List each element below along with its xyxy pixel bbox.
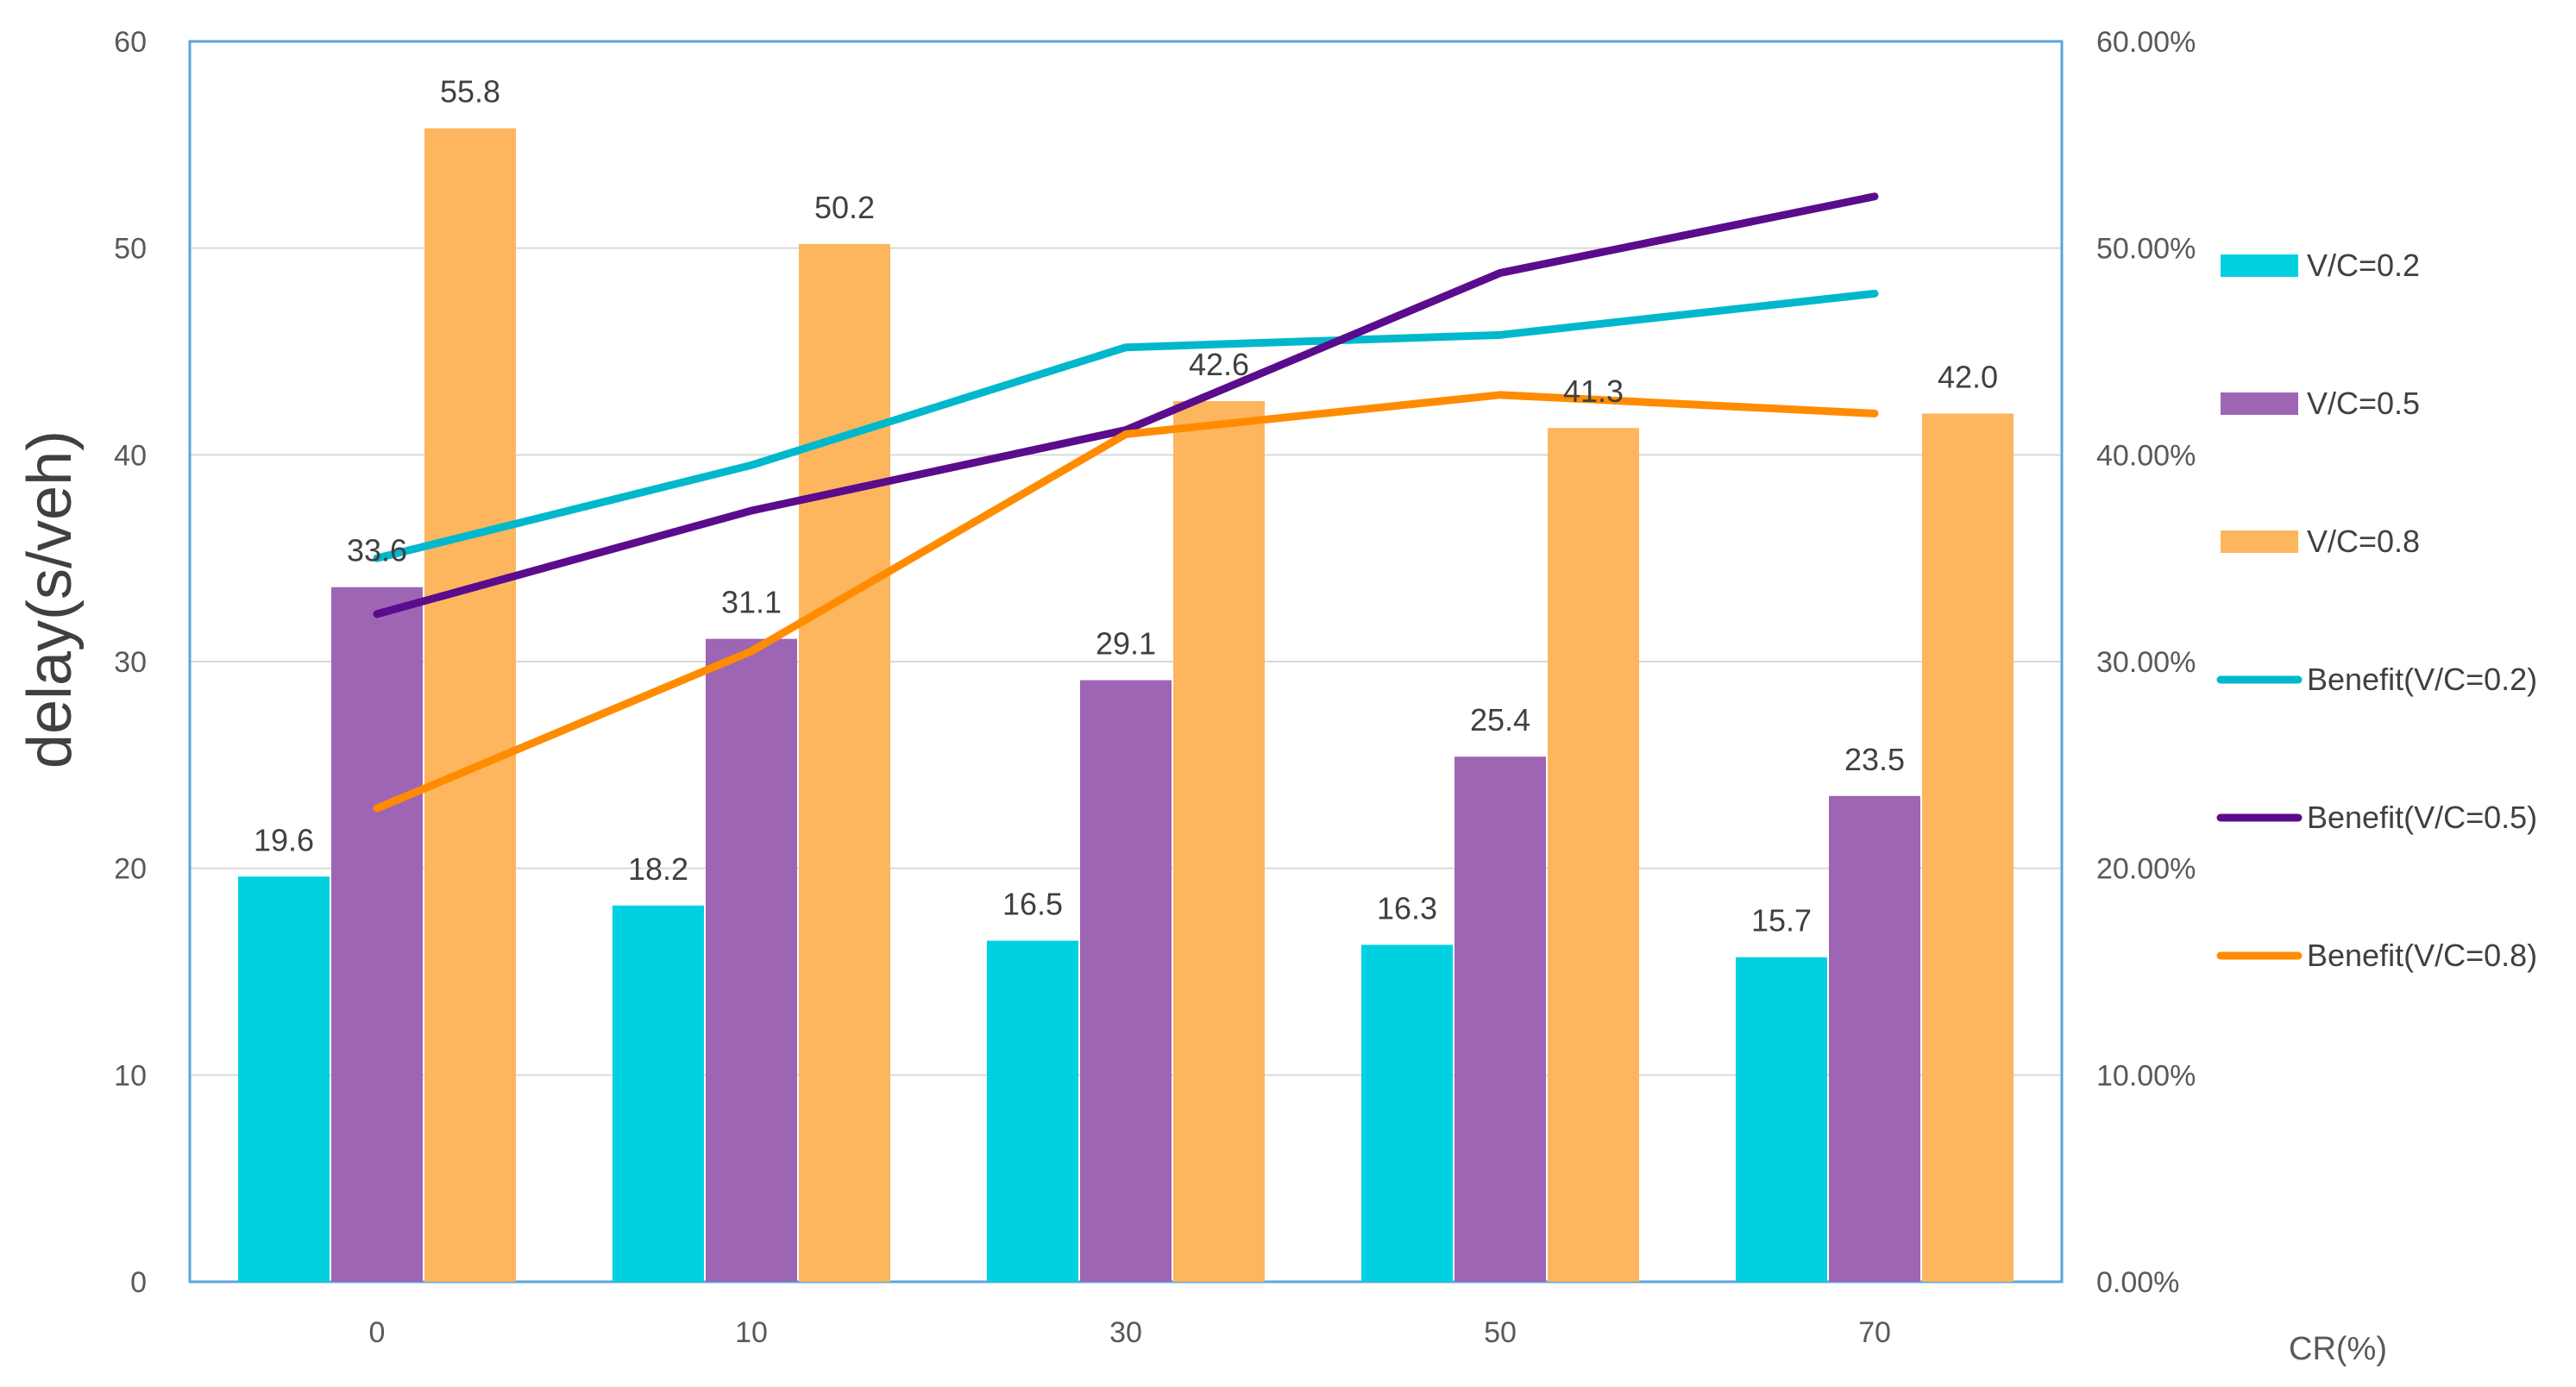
bar: [1080, 680, 1172, 1282]
legend-swatch: [2221, 392, 2298, 415]
bar: [1922, 413, 2014, 1282]
bar-data-label: 16.3: [1377, 890, 1437, 926]
x-tick-label: 50: [1484, 1316, 1517, 1349]
y-tick-label: 30: [114, 646, 147, 679]
legend-label: V/C=0.2: [2307, 248, 2420, 283]
bar-data-label: 15.7: [1751, 903, 1812, 938]
bar: [1829, 795, 1920, 1282]
bar-data-label: 50.2: [814, 190, 875, 225]
bar: [1361, 945, 1453, 1282]
y2-tick-label: 30.00%: [2096, 646, 2196, 679]
y-tick-label: 0: [130, 1266, 147, 1299]
legend-swatch: [2221, 530, 2298, 553]
legend-label: V/C=0.8: [2307, 524, 2420, 559]
series-line: [373, 192, 1879, 618]
y-axis-ticks: 0 10 20 30 40 50 60: [114, 26, 147, 1299]
series-line: [373, 289, 1879, 562]
y2-axis-ticks: 0.00% 10.00% 20.00% 30.00% 40.00% 50.00% 60.00…: [2096, 26, 2196, 1299]
bar: [613, 905, 704, 1282]
bar-data-label: 23.5: [1844, 742, 1905, 777]
y-tick-label: 20: [114, 853, 147, 886]
bar-data-label: 55.8: [440, 74, 500, 110]
x-axis-ticks: 0 10 30 50 70: [369, 1316, 1891, 1349]
legend-label: Benefit(V/C=0.5): [2307, 800, 2537, 835]
y2-tick-label: 60.00%: [2096, 26, 2196, 59]
legend-label: Benefit(V/C=0.8): [2307, 938, 2537, 973]
bar: [1548, 428, 1639, 1283]
y-tick-label: 40: [114, 439, 147, 472]
bar-data-label: 33.6: [347, 533, 407, 568]
x-tick-label: 70: [1858, 1316, 1891, 1349]
bar-data-label: 42.6: [1189, 347, 1249, 382]
data-labels: 19.6 33.6 55.8 18.2 31.1 50.2 16.5 29.1 42.6 16.3…: [254, 74, 1998, 938]
x-tick-label: 0: [369, 1316, 386, 1349]
bar: [1736, 957, 1827, 1282]
bar-data-label: 31.1: [721, 585, 782, 620]
bar: [1454, 756, 1546, 1282]
bar: [238, 876, 330, 1282]
bar: [331, 587, 423, 1282]
bar: [424, 128, 516, 1282]
bar: [1173, 401, 1265, 1282]
y2-tick-label: 50.00%: [2096, 233, 2196, 266]
y2-tick-label: 10.00%: [2096, 1059, 2196, 1092]
y-tick-label: 10: [114, 1059, 147, 1092]
x-tick-label: 10: [735, 1316, 768, 1349]
legend: V/C=0.2 V/C=0.5 V/C=0.8 Benefit(V/C=0.2) Ben…: [2216, 248, 2537, 973]
bar-data-label: 41.3: [1563, 373, 1624, 409]
legend-label: Benefit(V/C=0.2): [2307, 662, 2537, 697]
y2-tick-label: 40.00%: [2096, 439, 2196, 472]
bar-data-label: 16.5: [1002, 887, 1063, 922]
x-axis-label: CR(%): [2289, 1331, 2387, 1367]
bar-data-label: 25.4: [1470, 702, 1530, 737]
y2-tick-label: 0.00%: [2096, 1266, 2179, 1299]
bar-data-label: 19.6: [254, 822, 314, 857]
bars: [238, 128, 2014, 1283]
legend-swatch: [2221, 254, 2298, 277]
y-axis-label: delay(s/veh): [16, 430, 85, 769]
legend-label: V/C=0.5: [2307, 386, 2420, 421]
bar: [706, 638, 797, 1282]
y-tick-label: 60: [114, 26, 147, 59]
bar-data-label: 18.2: [628, 851, 688, 887]
bar: [799, 243, 890, 1283]
bar-data-label: 29.1: [1096, 626, 1156, 662]
bar-data-label: 42.0: [1938, 359, 1998, 394]
bar: [987, 940, 1078, 1282]
y2-tick-label: 20.00%: [2096, 853, 2196, 886]
y-tick-label: 50: [114, 233, 147, 266]
lines: [373, 192, 1879, 813]
x-tick-label: 30: [1109, 1316, 1142, 1349]
series-line: [373, 391, 1879, 813]
